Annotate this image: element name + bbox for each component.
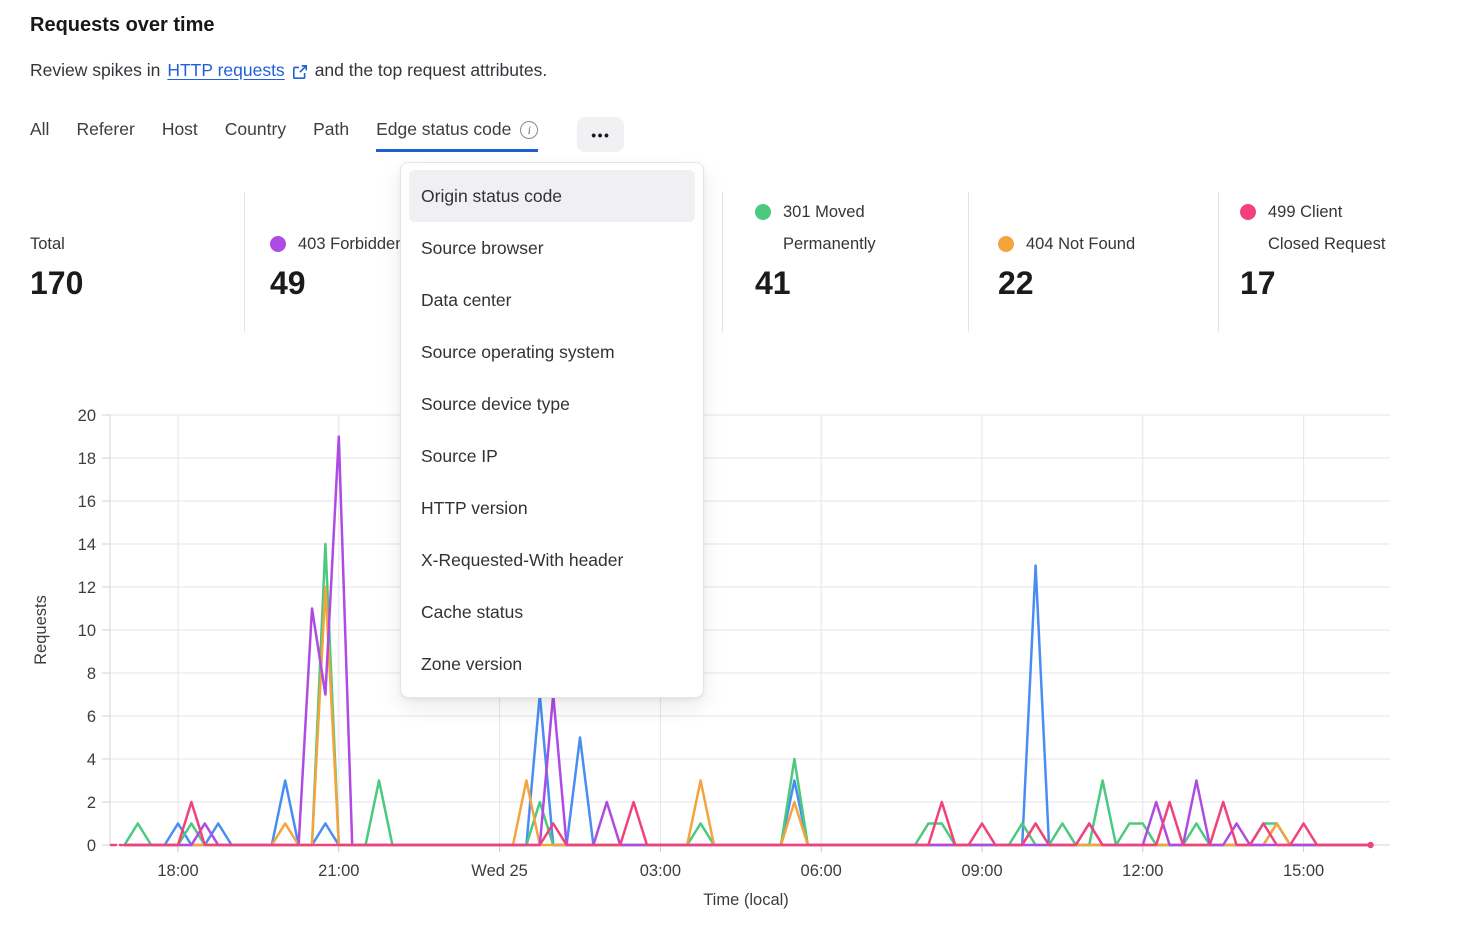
y-axis-tick-label: 6 — [87, 708, 96, 726]
tab-label: Edge status code — [376, 119, 512, 139]
tab-country[interactable]: Country — [225, 119, 286, 152]
stat-label: Total — [30, 235, 65, 253]
y-axis-tick-label: 10 — [78, 622, 96, 640]
tab-label: All — [30, 119, 50, 139]
tab-label: Host — [161, 119, 198, 139]
requests-over-time-chart[interactable]: 0 2 4 6 8 10 12 14 16 18 20 18:00 21:00 Wed 25 03:00 06… — [0, 395, 1458, 940]
stat-label: 403 Forbidden — [298, 235, 405, 253]
stat-card-total: Total 170 — [30, 196, 83, 302]
stat-card-404-not-found: 404 Not Found 22 — [998, 196, 1135, 302]
series-color-dot — [755, 204, 771, 220]
tab-edge-status-code[interactable]: Edge status code i — [376, 119, 539, 152]
more-attributes-button[interactable]: ••• — [577, 117, 625, 152]
x-axis-title: Time (local) — [703, 891, 789, 909]
tab-label: Path — [313, 119, 350, 139]
y-axis-tick-label: 8 — [87, 665, 96, 683]
tab-label: Country — [224, 119, 287, 139]
x-axis-tick-label: 18:00 — [157, 862, 198, 880]
series-color-dot — [270, 236, 286, 252]
subtitle-prefix: Review spikes in — [30, 60, 161, 80]
series-end-point — [1367, 841, 1374, 849]
http-requests-link[interactable]: HTTP requests — [167, 60, 285, 80]
stat-value: 170 — [30, 265, 84, 301]
x-axis-tick-label: Wed 25 — [471, 862, 528, 880]
info-icon[interactable]: i — [520, 120, 539, 139]
stat-label: 499 Client Closed Request — [1268, 203, 1386, 253]
y-axis-tick-label: 18 — [78, 450, 96, 468]
page-title: Requests over time — [30, 14, 215, 36]
stat-card-301-moved-permanently: 301 Moved Permanently 41 — [755, 196, 876, 302]
stat-divider — [244, 192, 245, 332]
stat-divider — [1218, 192, 1219, 332]
x-axis-tick-label: 12:00 — [1122, 862, 1163, 880]
stat-value: 41 — [755, 265, 791, 301]
page-subtitle: Review spikes in HTTP requests and the t… — [30, 60, 547, 81]
y-axis-tick-label: 2 — [87, 794, 96, 812]
stat-value: 49 — [270, 265, 306, 301]
tab-referer[interactable]: Referer — [76, 119, 134, 152]
y-axis-title: Requests — [32, 595, 50, 665]
series-color-dot — [998, 236, 1014, 252]
y-axis-tick-label: 16 — [78, 493, 96, 511]
stat-card-499-client-closed-request: 499 Client Closed Request 17 — [1240, 196, 1385, 302]
y-axis-tick-label: 20 — [78, 407, 96, 425]
menu-item-data-center[interactable]: Data center — [421, 289, 512, 310]
attribute-dropdown-menu: Origin status code Source browser Data cen… — [400, 162, 704, 698]
tab-path[interactable]: Path — [313, 119, 349, 152]
y-axis-tick-label: 14 — [78, 536, 96, 554]
x-axis-tick-label: 09:00 — [961, 862, 1002, 880]
series-color-dot — [1240, 204, 1256, 220]
menu-item-source-operating-system[interactable]: Source operating system — [421, 341, 615, 362]
tab-label: Referer — [76, 119, 135, 139]
menu-item-x-requested-with-header[interactable]: X-Requested-With header — [421, 549, 624, 570]
menu-item-source-browser[interactable]: Source browser — [421, 237, 544, 258]
stat-value: 17 — [1240, 265, 1276, 301]
menu-item-source-ip[interactable]: Source IP — [421, 445, 498, 466]
menu-item-source-device-type[interactable]: Source device type — [421, 393, 570, 414]
stat-divider — [968, 192, 969, 332]
menu-item-cache-status[interactable]: Cache status — [421, 601, 524, 622]
x-axis-tick-label: 06:00 — [801, 862, 842, 880]
x-axis-tick-label: 15:00 — [1283, 862, 1324, 880]
external-link-icon[interactable] — [292, 64, 308, 80]
stat-divider — [722, 192, 723, 332]
stat-card-403-forbidden: 403 Forbidden 49 — [270, 196, 404, 302]
stat-value: 22 — [998, 265, 1034, 301]
series-line-499-client-closed-request — [123, 800, 1372, 847]
menu-item-origin-status-code[interactable]: Origin status code — [409, 170, 695, 222]
subtitle-suffix: and the top request attributes. — [314, 60, 548, 80]
tab-all[interactable]: All — [30, 119, 49, 152]
y-axis-tick-label: 4 — [87, 751, 96, 769]
x-axis-tick-label: 03:00 — [640, 862, 681, 880]
menu-item-http-version[interactable]: HTTP version — [421, 497, 528, 518]
stat-label: 404 Not Found — [1026, 235, 1136, 253]
y-axis-tick-label: 0 — [87, 837, 96, 855]
y-axis-tick-label: 12 — [78, 579, 96, 597]
menu-item-zone-version[interactable]: Zone version — [421, 653, 523, 674]
tab-host[interactable]: Host — [162, 119, 198, 152]
x-axis-tick-label: 21:00 — [318, 862, 359, 880]
stat-label: 301 Moved Permanently — [783, 203, 876, 253]
attribute-tabs: All Referer Host Country Path Edge status cod… — [30, 117, 625, 152]
